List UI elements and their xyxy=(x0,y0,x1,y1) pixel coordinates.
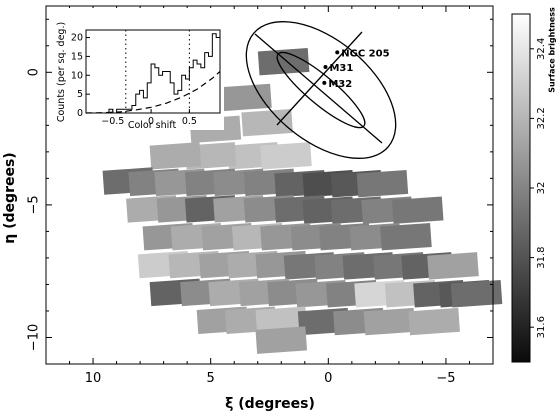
map-tile xyxy=(427,252,479,280)
x-tick-label: 0 xyxy=(324,371,332,386)
inset-y-tick-label: 20 xyxy=(71,33,83,44)
inset-x-tick-label: −0.5 xyxy=(101,116,124,127)
y-axis-label: η (degrees) xyxy=(2,152,18,243)
inset-y-axis-label: Counts (per sq. deg.) xyxy=(56,22,67,122)
colorbar-label: Surface brightness xyxy=(548,7,557,93)
galaxy-label: NGC 205 xyxy=(341,48,389,59)
minor-axis-line xyxy=(276,31,363,126)
galaxy-marker xyxy=(322,80,327,85)
plot-frame xyxy=(45,5,494,365)
inset-y-tick-label: 10 xyxy=(71,70,83,81)
map-tile xyxy=(260,142,312,170)
galaxy-marker xyxy=(335,50,340,55)
colorbar-tick-label: 31.6 xyxy=(536,316,547,338)
main-map-panel: 10 5 0 −5 0 −5 −10 ξ (degrees) η (degrees) xyxy=(2,5,503,412)
map-tile xyxy=(408,307,460,336)
colorbar: 31.6 31.8 32 32.2 32.4 Surface brightness xyxy=(511,7,557,363)
galaxy-ellipse-overlay: NGC 205 M31 M32 xyxy=(245,21,397,159)
map-tile xyxy=(363,307,416,336)
map-tile xyxy=(255,306,308,334)
x-axis-label: ξ (degrees) xyxy=(225,396,315,412)
map-tile xyxy=(356,169,409,198)
x-tick-label: 10 xyxy=(85,371,102,386)
inset-y-tick-label: 0 xyxy=(77,108,83,119)
inset-x-axis-label: Color shift xyxy=(128,120,177,131)
colorbar-tick-label: 32.2 xyxy=(536,107,547,129)
map-tile xyxy=(391,196,444,224)
x-tick-label: 5 xyxy=(207,371,215,386)
map-tile xyxy=(255,326,308,354)
map-tile xyxy=(149,142,202,170)
y-tick-label: −10 xyxy=(27,324,42,351)
map-tile xyxy=(380,222,432,251)
outer-halo-ellipse xyxy=(245,21,397,159)
galaxy-marker xyxy=(323,64,328,69)
colorbar-tick-label: 31.8 xyxy=(536,246,547,268)
color-shift-inset: −0.5 0 0.5 0 5 10 15 20 Color shift Counts (per s… xyxy=(52,8,224,131)
inset-y-tick-label: 5 xyxy=(77,89,83,100)
y-tick-label: −5 xyxy=(27,195,42,214)
x-tick-label: −5 xyxy=(436,371,455,386)
galaxy-label: M31 xyxy=(329,63,353,74)
map-tile xyxy=(257,47,310,76)
map-tile xyxy=(450,280,503,308)
colorbar-tick-label: 32.4 xyxy=(536,38,547,60)
major-axis-line xyxy=(254,33,383,144)
colorbar-bar xyxy=(511,13,531,363)
inset-x-tick-label: 0 xyxy=(148,116,154,127)
map-tile xyxy=(241,108,293,137)
inset-y-tick-label: 15 xyxy=(71,51,83,62)
inset-x-tick-label: 0.5 xyxy=(182,116,197,127)
inset-histogram xyxy=(86,33,220,114)
galaxy-label: M32 xyxy=(328,79,352,90)
colorbar-tick-label: 32 xyxy=(536,182,547,195)
y-tick-label: 0 xyxy=(27,68,42,76)
map-tile xyxy=(220,83,272,112)
inset-model-curve xyxy=(85,71,221,114)
